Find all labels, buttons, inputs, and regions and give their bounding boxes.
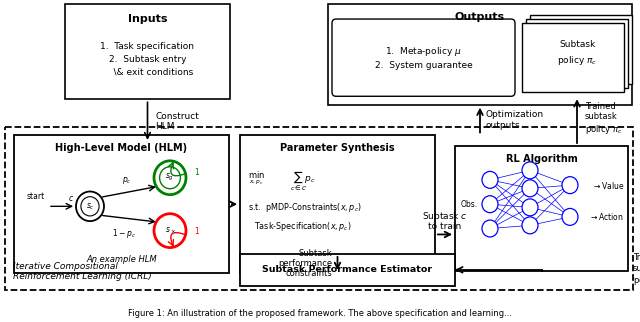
Text: $1-p_c$: $1-p_c$ bbox=[112, 227, 136, 241]
Text: Subtask $c$
to train: Subtask $c$ to train bbox=[422, 210, 468, 231]
Text: $\min_{x,p_c}$: $\min_{x,p_c}$ bbox=[248, 169, 265, 186]
Text: Figure 1: An illustration of the proposed framework. The above specification and: Figure 1: An illustration of the propose… bbox=[128, 309, 512, 318]
Text: RL Algorithm: RL Algorithm bbox=[506, 154, 577, 164]
Circle shape bbox=[522, 162, 538, 179]
Text: Outputs: Outputs bbox=[455, 12, 505, 22]
FancyBboxPatch shape bbox=[240, 254, 455, 286]
Circle shape bbox=[482, 220, 498, 237]
FancyBboxPatch shape bbox=[455, 146, 628, 271]
FancyBboxPatch shape bbox=[240, 136, 435, 273]
Text: s.t.  pMDP-Constraints$(x, p_c)$: s.t. pMDP-Constraints$(x, p_c)$ bbox=[248, 201, 362, 214]
Text: 1.  Task specification
2.  Subtask entry
    \& exit conditions: 1. Task specification 2. Subtask entry \… bbox=[100, 42, 195, 76]
Text: Inputs: Inputs bbox=[128, 14, 167, 24]
Text: Construct
HLM: Construct HLM bbox=[156, 112, 200, 131]
Text: Trained
subtask
policy $\pi_c$: Trained subtask policy $\pi_c$ bbox=[633, 253, 640, 288]
FancyBboxPatch shape bbox=[65, 4, 230, 99]
Text: $s_g$: $s_g$ bbox=[165, 172, 175, 183]
Text: $p_c$: $p_c$ bbox=[122, 175, 132, 186]
Text: 1.  Meta-policy $\mu$
2.  System guarantee: 1. Meta-policy $\mu$ 2. System guarantee bbox=[374, 45, 472, 71]
Text: 1: 1 bbox=[194, 167, 199, 176]
Text: $\rightarrow$Action: $\rightarrow$Action bbox=[589, 211, 624, 223]
Circle shape bbox=[522, 199, 538, 216]
Text: 1: 1 bbox=[194, 227, 199, 236]
Text: $\sum_{c\in\mathcal{C}} p_c$: $\sum_{c\in\mathcal{C}} p_c$ bbox=[290, 169, 316, 193]
Text: Subtask
performance
constraints: Subtask performance constraints bbox=[278, 249, 333, 278]
Text: $\rightarrow$Value: $\rightarrow$Value bbox=[591, 180, 624, 191]
FancyBboxPatch shape bbox=[328, 4, 632, 105]
Circle shape bbox=[482, 171, 498, 188]
Circle shape bbox=[522, 180, 538, 197]
Circle shape bbox=[482, 196, 498, 213]
Text: Obs.: Obs. bbox=[461, 200, 478, 209]
Text: $c$: $c$ bbox=[68, 194, 74, 203]
Circle shape bbox=[562, 177, 578, 194]
Text: start: start bbox=[27, 192, 45, 201]
Text: Trained
subtask
policy $\pi_c$: Trained subtask policy $\pi_c$ bbox=[585, 102, 623, 136]
Text: $s_c$: $s_c$ bbox=[86, 201, 95, 212]
Text: An example HLM: An example HLM bbox=[86, 255, 157, 264]
Text: Subtask Performance Estimator: Subtask Performance Estimator bbox=[262, 265, 433, 274]
FancyBboxPatch shape bbox=[522, 23, 624, 92]
Text: Subtask
policy $\pi_c$: Subtask policy $\pi_c$ bbox=[557, 40, 597, 67]
Text: Optimization
outputs: Optimization outputs bbox=[485, 110, 543, 130]
Text: Task-Specification$(x, p_c)$: Task-Specification$(x, p_c)$ bbox=[254, 220, 351, 233]
Text: Iterative Compositional
Reinforcement Learning (ICRL): Iterative Compositional Reinforcement Le… bbox=[13, 262, 152, 281]
Text: High-Level Model (HLM): High-Level Model (HLM) bbox=[56, 143, 188, 153]
Text: Parameter Synthesis: Parameter Synthesis bbox=[280, 143, 395, 153]
Text: $s_\times$: $s_\times$ bbox=[164, 226, 175, 236]
FancyBboxPatch shape bbox=[530, 15, 632, 84]
Circle shape bbox=[522, 217, 538, 234]
FancyBboxPatch shape bbox=[14, 136, 229, 273]
FancyBboxPatch shape bbox=[332, 19, 515, 96]
Circle shape bbox=[562, 208, 578, 225]
FancyBboxPatch shape bbox=[526, 19, 628, 88]
